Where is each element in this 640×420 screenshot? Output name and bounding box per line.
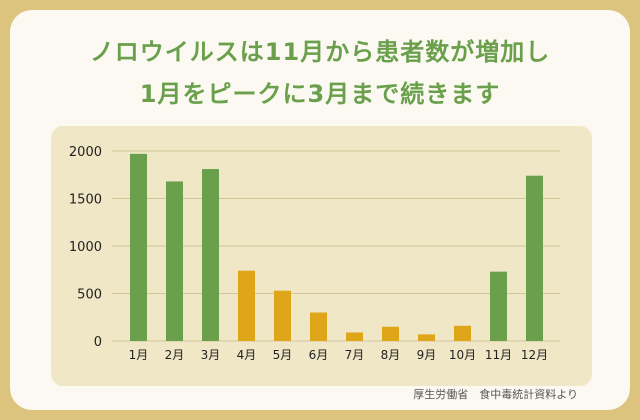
x-tick-label: 11月 [485,348,512,362]
bar-7 [346,332,363,341]
bar-2 [166,181,183,341]
x-tick-label: 7月 [345,348,365,362]
y-tick-label: 1500 [69,193,102,208]
x-tick-label: 12月 [521,348,548,362]
x-tick-label: 2月 [165,348,185,362]
x-tick-label: 9月 [417,348,437,362]
bar-6 [310,312,327,341]
y-tick-label: 2000 [69,145,102,160]
bar-5 [274,290,291,341]
title-line-1: ノロウイルスは11月から患者数が増加し [89,38,551,66]
y-tick-label: 0 [94,335,102,350]
bar-4 [238,270,255,341]
x-tick-label: 10月 [449,348,476,362]
bar-12 [526,175,543,341]
y-tick-label: 1000 [69,240,102,255]
bar-9 [418,334,435,341]
x-tick-label: 1月 [129,348,149,362]
bar-11 [490,271,507,341]
title-line-2: 1月をピークに3月まで続きます [139,80,501,108]
source-note: 厚生労働省 食中毒統計資料より [413,388,578,401]
x-tick-label: 6月 [309,348,329,362]
y-tick-label: 500 [77,288,102,303]
bar-8 [382,326,399,341]
x-tick-label: 8月 [381,348,401,362]
bar-10 [454,325,471,341]
x-tick-label: 3月 [201,348,221,362]
x-tick-label: 4月 [237,348,257,362]
bar-1 [130,153,147,341]
bar-3 [202,169,219,341]
x-tick-label: 5月 [273,348,293,362]
